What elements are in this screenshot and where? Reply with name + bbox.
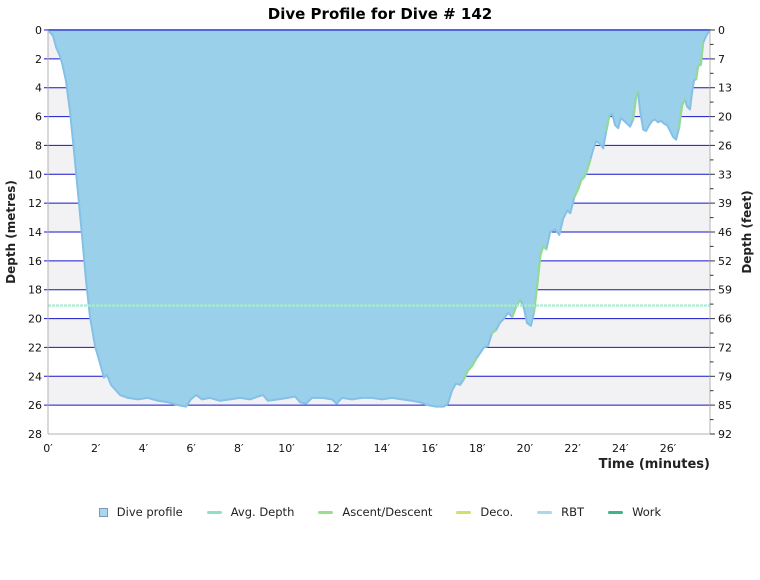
x-tick-label: 18′	[469, 442, 486, 455]
ascent-rate-segment	[695, 41, 705, 81]
legend-label: Ascent/Descent	[342, 505, 433, 519]
x-tick-label: 2′	[91, 442, 101, 455]
y-axis-title-feet: Depth (feet)	[740, 190, 754, 274]
legend-item: Deco.	[456, 505, 513, 519]
legend-label: RBT	[561, 505, 585, 519]
y-tick-label-feet: 59	[718, 284, 732, 297]
x-tick-label: 14′	[374, 442, 391, 455]
y-tick-label-feet: 26	[718, 139, 732, 152]
y-tick-label-feet: 79	[718, 370, 732, 383]
legend-label: Work	[632, 505, 662, 519]
legend-swatch-icon	[98, 507, 108, 517]
legend: Dive profile Avg. Depth Ascent/Descent Deco…	[0, 502, 760, 522]
legend-swatch-icon	[608, 510, 624, 514]
legend-swatch-icon	[318, 510, 334, 514]
y-tick-label-metres: 28	[28, 428, 42, 441]
y-tick-label-metres: 24	[28, 370, 42, 383]
legend-item: Ascent/Descent	[318, 505, 432, 519]
y-tick-label-feet: 52	[718, 255, 732, 268]
y-tick-label-feet: 39	[718, 197, 732, 210]
ascent-rate-segment	[490, 329, 498, 335]
legend-item: Dive profile	[98, 505, 183, 519]
y-tick-label-metres: 22	[28, 341, 42, 354]
x-axis-title: Time (minutes)	[598, 457, 710, 472]
legend-item: Work	[608, 505, 661, 519]
legend-item: Avg. Depth	[206, 505, 295, 519]
x-tick-label: 22′	[564, 442, 581, 455]
x-tick-label: 8′	[234, 442, 244, 455]
ascent-rate-segment	[632, 90, 640, 121]
ascent-rate-segment	[532, 245, 548, 314]
y-tick-label-metres: 0	[35, 24, 42, 37]
y-tick-label-feet: 46	[718, 226, 732, 239]
depth-band	[48, 405, 710, 434]
y-tick-label-feet: 66	[718, 313, 732, 326]
x-tick-label: 12′	[326, 442, 343, 455]
x-tick-label: 20′	[517, 442, 534, 455]
y-tick-label-feet: 92	[718, 428, 732, 441]
legend-swatch-icon	[206, 510, 222, 514]
x-tick-label: 24′	[612, 442, 629, 455]
y-tick-label-metres: 10	[28, 168, 42, 181]
y-tick-label-feet: 0	[718, 24, 725, 37]
y-tick-label-metres: 8	[35, 139, 42, 152]
x-tick-label: 6′	[186, 442, 196, 455]
y-tick-label-feet: 13	[718, 82, 732, 95]
y-tick-label-feet: 20	[718, 111, 732, 124]
chart-title: Dive Profile for Dive # 142	[267, 5, 493, 23]
x-tick-label: 10′	[278, 442, 295, 455]
y-tick-label-metres: 12	[28, 197, 42, 210]
legend-item: RBT	[537, 505, 584, 519]
y-tick-label-metres: 6	[35, 111, 42, 124]
ascent-rate-segment	[510, 298, 522, 319]
y-tick-label-metres: 20	[28, 313, 42, 326]
legend-swatch-icon	[456, 510, 472, 514]
y-tick-label-metres: 18	[28, 284, 42, 297]
dive-profile-plot: 0246810121416182022242628071320263339465…	[28, 24, 732, 455]
y-tick-label-metres: 16	[28, 255, 42, 268]
ascent-rate-segment	[573, 158, 592, 199]
y-tick-label-metres: 4	[35, 82, 42, 95]
ascent-rate-segment	[677, 98, 687, 130]
x-tick-label: 0′	[43, 442, 53, 455]
x-tick-label: 4′	[139, 442, 149, 455]
y-tick-label-metres: 2	[35, 53, 42, 66]
legend-swatch-icon	[537, 510, 553, 514]
legend-label: Dive profile	[116, 505, 183, 519]
y-tick-label-metres: 26	[28, 399, 42, 412]
y-tick-label-feet: 7	[718, 53, 725, 66]
legend-label: Avg. Depth	[230, 505, 295, 519]
y-tick-label-feet: 33	[718, 168, 732, 181]
x-tick-label: 26′	[660, 442, 677, 455]
ascent-rate-segment	[605, 115, 611, 133]
y-tick-label-feet: 85	[718, 399, 732, 412]
ascent-rate-segment	[462, 357, 478, 381]
legend-label: Deco.	[480, 505, 514, 519]
y-axis-title-metres: Depth (metres)	[4, 180, 18, 284]
x-tick-label: 16′	[421, 442, 438, 455]
y-tick-label-metres: 14	[28, 226, 42, 239]
y-tick-label-feet: 72	[718, 341, 732, 354]
